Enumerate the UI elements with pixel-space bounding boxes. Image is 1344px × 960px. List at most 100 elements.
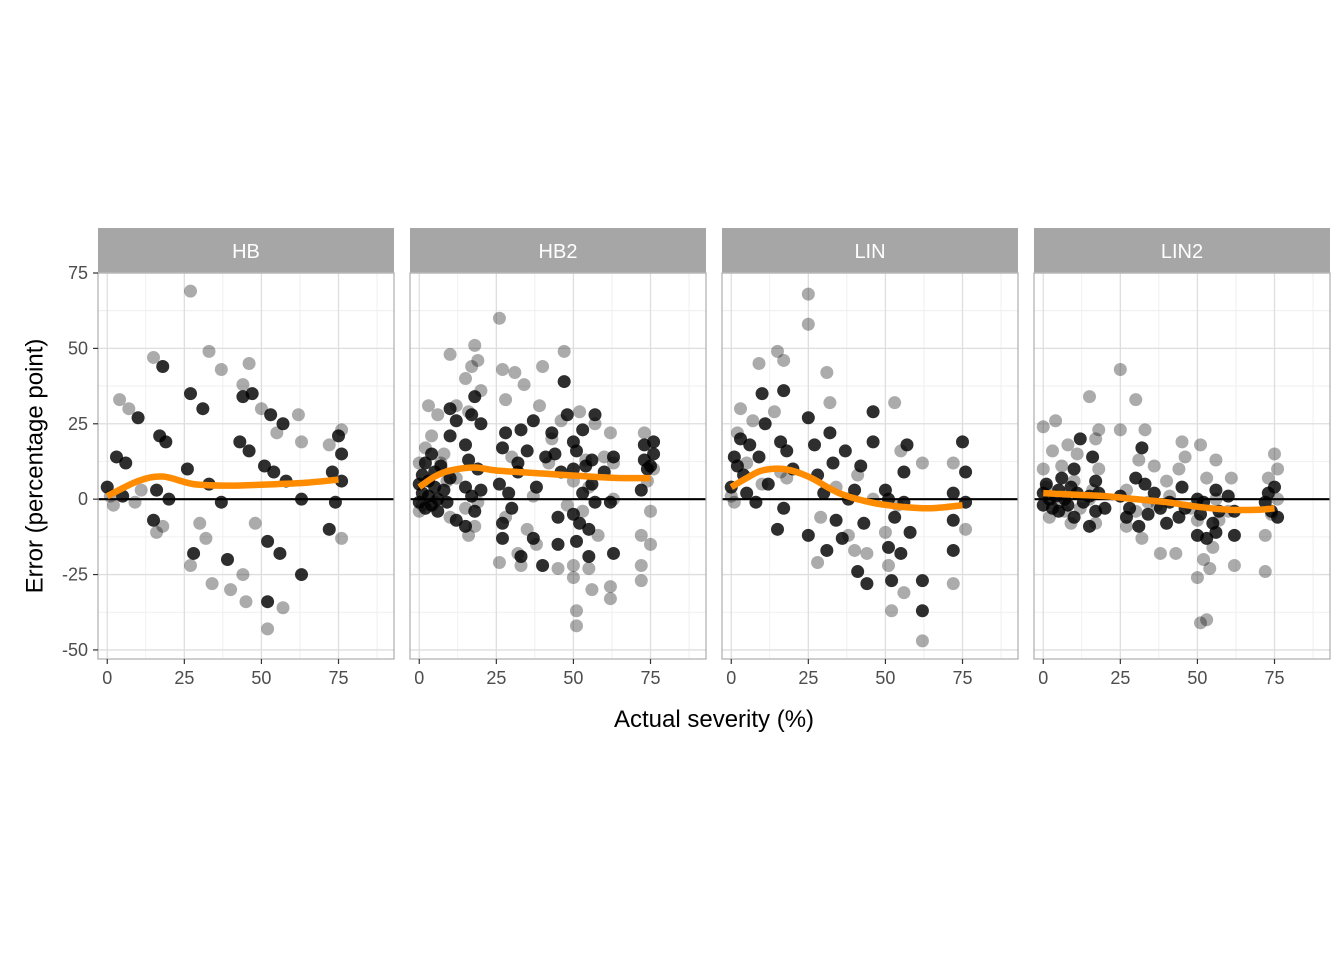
data-point: [1092, 423, 1106, 437]
data-point: [276, 601, 290, 615]
data-point: [1172, 462, 1186, 476]
data-point: [740, 486, 754, 500]
grid-lines: [722, 272, 1018, 659]
data-point: [946, 513, 960, 527]
data-point: [1203, 562, 1217, 576]
data-point: [328, 495, 342, 509]
data-point: [1061, 498, 1075, 512]
data-point: [959, 522, 973, 536]
strip-background: [410, 228, 706, 273]
data-point: [295, 492, 308, 506]
data-point: [147, 513, 160, 527]
data-point: [1194, 616, 1207, 630]
data-point: [1055, 471, 1069, 485]
data-point: [946, 577, 960, 591]
data-point: [582, 522, 596, 536]
data-point: [808, 438, 821, 452]
data-point: [888, 396, 902, 410]
data-point: [758, 417, 772, 431]
y-axis-title: Error (percentage point): [21, 339, 48, 594]
data-point: [603, 495, 617, 509]
y-tick-label: 25: [68, 414, 88, 434]
data-point: [777, 353, 791, 367]
data-point: [576, 423, 590, 437]
data-point: [823, 396, 837, 410]
data-point: [492, 556, 506, 569]
data-point: [814, 510, 828, 524]
data-point: [502, 486, 516, 500]
data-point: [1132, 453, 1146, 467]
data-point: [1178, 450, 1192, 464]
data-point: [128, 495, 142, 509]
data-point: [777, 501, 791, 515]
data-point: [946, 486, 960, 500]
data-point: [634, 559, 648, 573]
data-point: [959, 465, 973, 479]
data-point: [1036, 462, 1050, 476]
data-point: [838, 444, 852, 458]
data-point: [242, 444, 256, 458]
data-point: [771, 344, 784, 358]
data-point: [851, 565, 865, 579]
data-point: [582, 562, 596, 576]
data-point: [496, 363, 509, 376]
data-point: [205, 577, 219, 591]
data-point: [162, 492, 176, 506]
data-point: [560, 408, 574, 422]
data-point: [291, 408, 305, 422]
x-tick-label: 0: [414, 668, 424, 688]
data-point: [1138, 477, 1152, 491]
data-point: [582, 549, 596, 563]
x-tick-label: 25: [174, 668, 194, 688]
data-point: [752, 356, 766, 370]
data-point: [557, 375, 571, 389]
data-point: [956, 435, 969, 449]
data-point: [1147, 486, 1161, 500]
data-point: [533, 399, 546, 413]
data-point: [637, 426, 651, 440]
data-point: [492, 477, 506, 491]
data-point: [897, 586, 911, 600]
data-point: [131, 411, 145, 425]
data-point: [1221, 489, 1235, 503]
data-point: [946, 456, 960, 470]
data-point: [156, 359, 170, 373]
data-point: [585, 453, 599, 467]
x-tick-label: 25: [798, 668, 818, 688]
x-tick-label: 75: [640, 668, 660, 688]
data-point: [915, 604, 929, 618]
data-point: [180, 462, 194, 476]
data-point: [882, 559, 895, 573]
x-tick-label: 50: [251, 668, 271, 688]
data-point: [801, 411, 815, 425]
data-point: [888, 510, 902, 524]
data-point: [1209, 453, 1223, 467]
data-point: [1175, 480, 1189, 494]
strip-background: [722, 228, 1018, 273]
data-point: [1175, 435, 1189, 449]
data-point: [591, 528, 605, 542]
data-point: [570, 619, 583, 633]
data-point: [242, 356, 256, 370]
data-point: [471, 353, 485, 367]
data-point: [514, 559, 528, 573]
data-point: [1039, 477, 1053, 491]
data-point: [1113, 423, 1127, 437]
data-point: [248, 516, 262, 530]
data-point: [184, 284, 197, 298]
data-point: [202, 344, 216, 358]
x-tick-label: 50: [563, 668, 583, 688]
data-point: [1160, 516, 1174, 530]
data-point: [431, 504, 445, 518]
data-point: [536, 359, 550, 373]
panel-border: [97, 272, 395, 660]
x-axis-title: Actual severity (%): [614, 706, 814, 733]
data-point: [508, 366, 522, 380]
data-point: [588, 408, 602, 422]
data-point: [1120, 519, 1133, 533]
strip-label: HB2: [539, 241, 578, 263]
data-point: [517, 378, 531, 392]
data-point: [1258, 565, 1272, 579]
data-point: [150, 525, 164, 539]
data-point: [258, 459, 271, 473]
